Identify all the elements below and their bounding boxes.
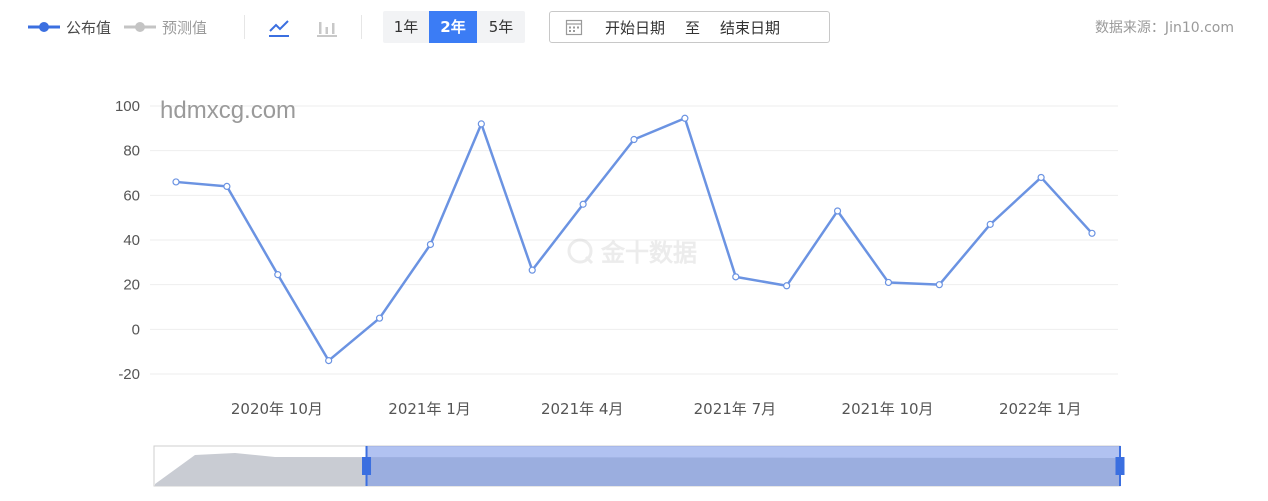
date-range-picker[interactable]: 开始日期 至 结束日期 <box>549 11 830 43</box>
data-point[interactable] <box>1088 229 1096 237</box>
date-separator: 至 <box>685 18 701 37</box>
x-axis: 2020年 10月 2021年 1月 2021年 4月 2021年 7月 2021年 1… <box>231 400 1082 418</box>
forecast-line-marker-icon <box>124 22 156 32</box>
time-range-selector: 1年 2年 5年 <box>383 11 525 43</box>
data-point[interactable] <box>325 357 333 365</box>
x-tick-label: 2022年 1月 <box>999 400 1082 418</box>
chart-toolbar: 公布值 预测值 1年 2年 5年 开始日期 <box>0 0 1268 56</box>
series-layer <box>172 114 1096 365</box>
data-point[interactable] <box>783 282 791 290</box>
range-1y-button[interactable]: 1年 <box>393 18 419 36</box>
toolbar-divider <box>361 15 362 39</box>
y-tick-label: 0 <box>132 321 140 338</box>
y-tick-label: 100 <box>115 98 140 115</box>
data-point[interactable] <box>681 114 689 122</box>
legend-published[interactable]: 公布值 <box>26 16 111 38</box>
line-chart-icon[interactable] <box>266 14 292 40</box>
data-point[interactable] <box>579 200 587 208</box>
y-tick-label: -20 <box>118 366 140 383</box>
data-point[interactable] <box>884 278 893 287</box>
end-date-field[interactable]: 结束日期 <box>720 18 781 37</box>
calendar-icon <box>565 19 583 36</box>
jin10-watermark: 金十数据 <box>567 238 697 267</box>
legend-forecast-label: 预测值 <box>162 18 208 37</box>
line-chart: 100 80 60 40 20 0 -20 2020年 10月 2021年 1月 2021年 4… <box>115 97 1125 487</box>
data-point[interactable] <box>986 220 994 228</box>
range-2y-button[interactable]: 2年 <box>429 11 477 43</box>
range-5y-button[interactable]: 5年 <box>488 18 514 36</box>
x-tick-label: 2021年 7月 <box>694 400 777 418</box>
data-zoom-slider[interactable] <box>153 445 1125 487</box>
y-tick-label: 20 <box>123 277 140 294</box>
x-tick-label: 2021年 1月 <box>388 400 471 418</box>
data-point[interactable] <box>528 266 536 274</box>
legend-published-label: 公布值 <box>66 18 112 37</box>
data-point[interactable] <box>274 271 282 279</box>
data-point[interactable] <box>935 281 943 289</box>
zoom-handle-right-grip-icon[interactable] <box>1115 457 1125 475</box>
data-point[interactable] <box>375 314 384 322</box>
zoom-handle-left-grip-icon[interactable] <box>362 457 372 475</box>
data-point[interactable] <box>477 120 485 128</box>
x-tick-label: 2021年 4月 <box>541 400 624 418</box>
data-point[interactable] <box>732 273 740 281</box>
start-date-field[interactable]: 开始日期 <box>605 18 666 37</box>
site-watermark: hdmxcg.com <box>160 97 296 124</box>
data-point[interactable] <box>223 182 231 190</box>
grid-layer <box>150 105 1118 375</box>
data-point[interactable] <box>833 207 842 215</box>
y-tick-label: 60 <box>123 187 140 204</box>
data-point[interactable] <box>630 135 638 144</box>
x-tick-label: 2021年 10月 <box>842 400 934 418</box>
y-tick-label: 40 <box>123 232 140 249</box>
bar-chart-icon[interactable] <box>314 14 340 40</box>
data-point[interactable] <box>426 240 435 249</box>
data-point[interactable] <box>172 178 180 186</box>
legend-forecast[interactable]: 预测值 <box>122 16 207 38</box>
y-tick-label: 80 <box>123 143 140 160</box>
toolbar-divider <box>244 15 245 39</box>
published-line-marker-icon <box>28 22 60 32</box>
jin10-logo-icon <box>567 238 593 264</box>
y-axis: 100 80 60 40 20 0 -20 <box>115 98 140 383</box>
data-point[interactable] <box>1037 173 1045 182</box>
x-tick-label: 2020年 10月 <box>231 400 323 418</box>
zoom-selected-window[interactable] <box>366 446 1120 486</box>
data-source: 数据来源：Jin10.com <box>1094 20 1234 36</box>
jin10-watermark-text: 金十数据 <box>600 239 697 267</box>
